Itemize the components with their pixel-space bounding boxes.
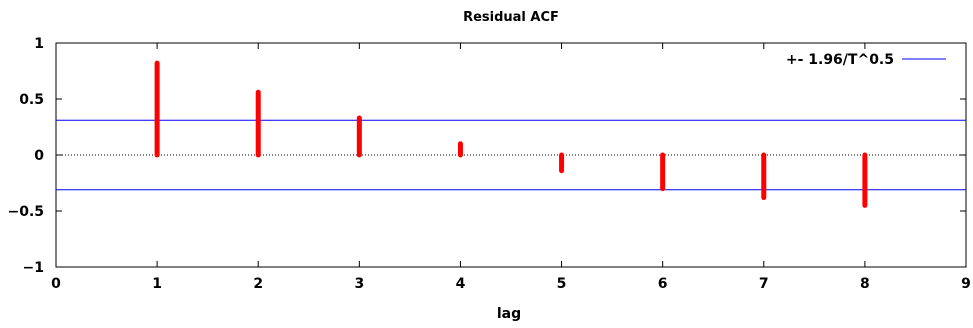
x-tick-label: 1 (152, 276, 162, 292)
plot-area: 0 1 2 3 4 5 6 7 8 9 1 0.5 0 −0.5 −1 (7, 36, 970, 292)
y-tick-label: −0.5 (7, 204, 44, 220)
x-tick-label: 4 (456, 276, 466, 292)
y-tick-label: 1 (34, 36, 44, 52)
y-tick-label: 0 (34, 148, 44, 164)
legend: +- 1.96/T^0.5 (786, 52, 946, 68)
x-tick-label: 3 (354, 276, 364, 292)
x-tick-label: 2 (253, 276, 263, 292)
plot-frame (55, 42, 967, 268)
x-tick-label: 9 (961, 276, 971, 292)
x-tick-label: 6 (658, 276, 668, 292)
chart-title: Residual ACF (463, 10, 559, 25)
x-tick-label: 0 (51, 276, 61, 292)
x-axis-label: lag (497, 306, 521, 322)
y-tick-label: −1 (23, 260, 44, 276)
x-tick-label: 5 (557, 276, 567, 292)
x-tick-label: 8 (860, 276, 870, 292)
y-tick-label: 0.5 (19, 92, 44, 108)
x-tick-label: 7 (759, 276, 769, 292)
legend-label-band: +- 1.96/T^0.5 (786, 52, 894, 68)
